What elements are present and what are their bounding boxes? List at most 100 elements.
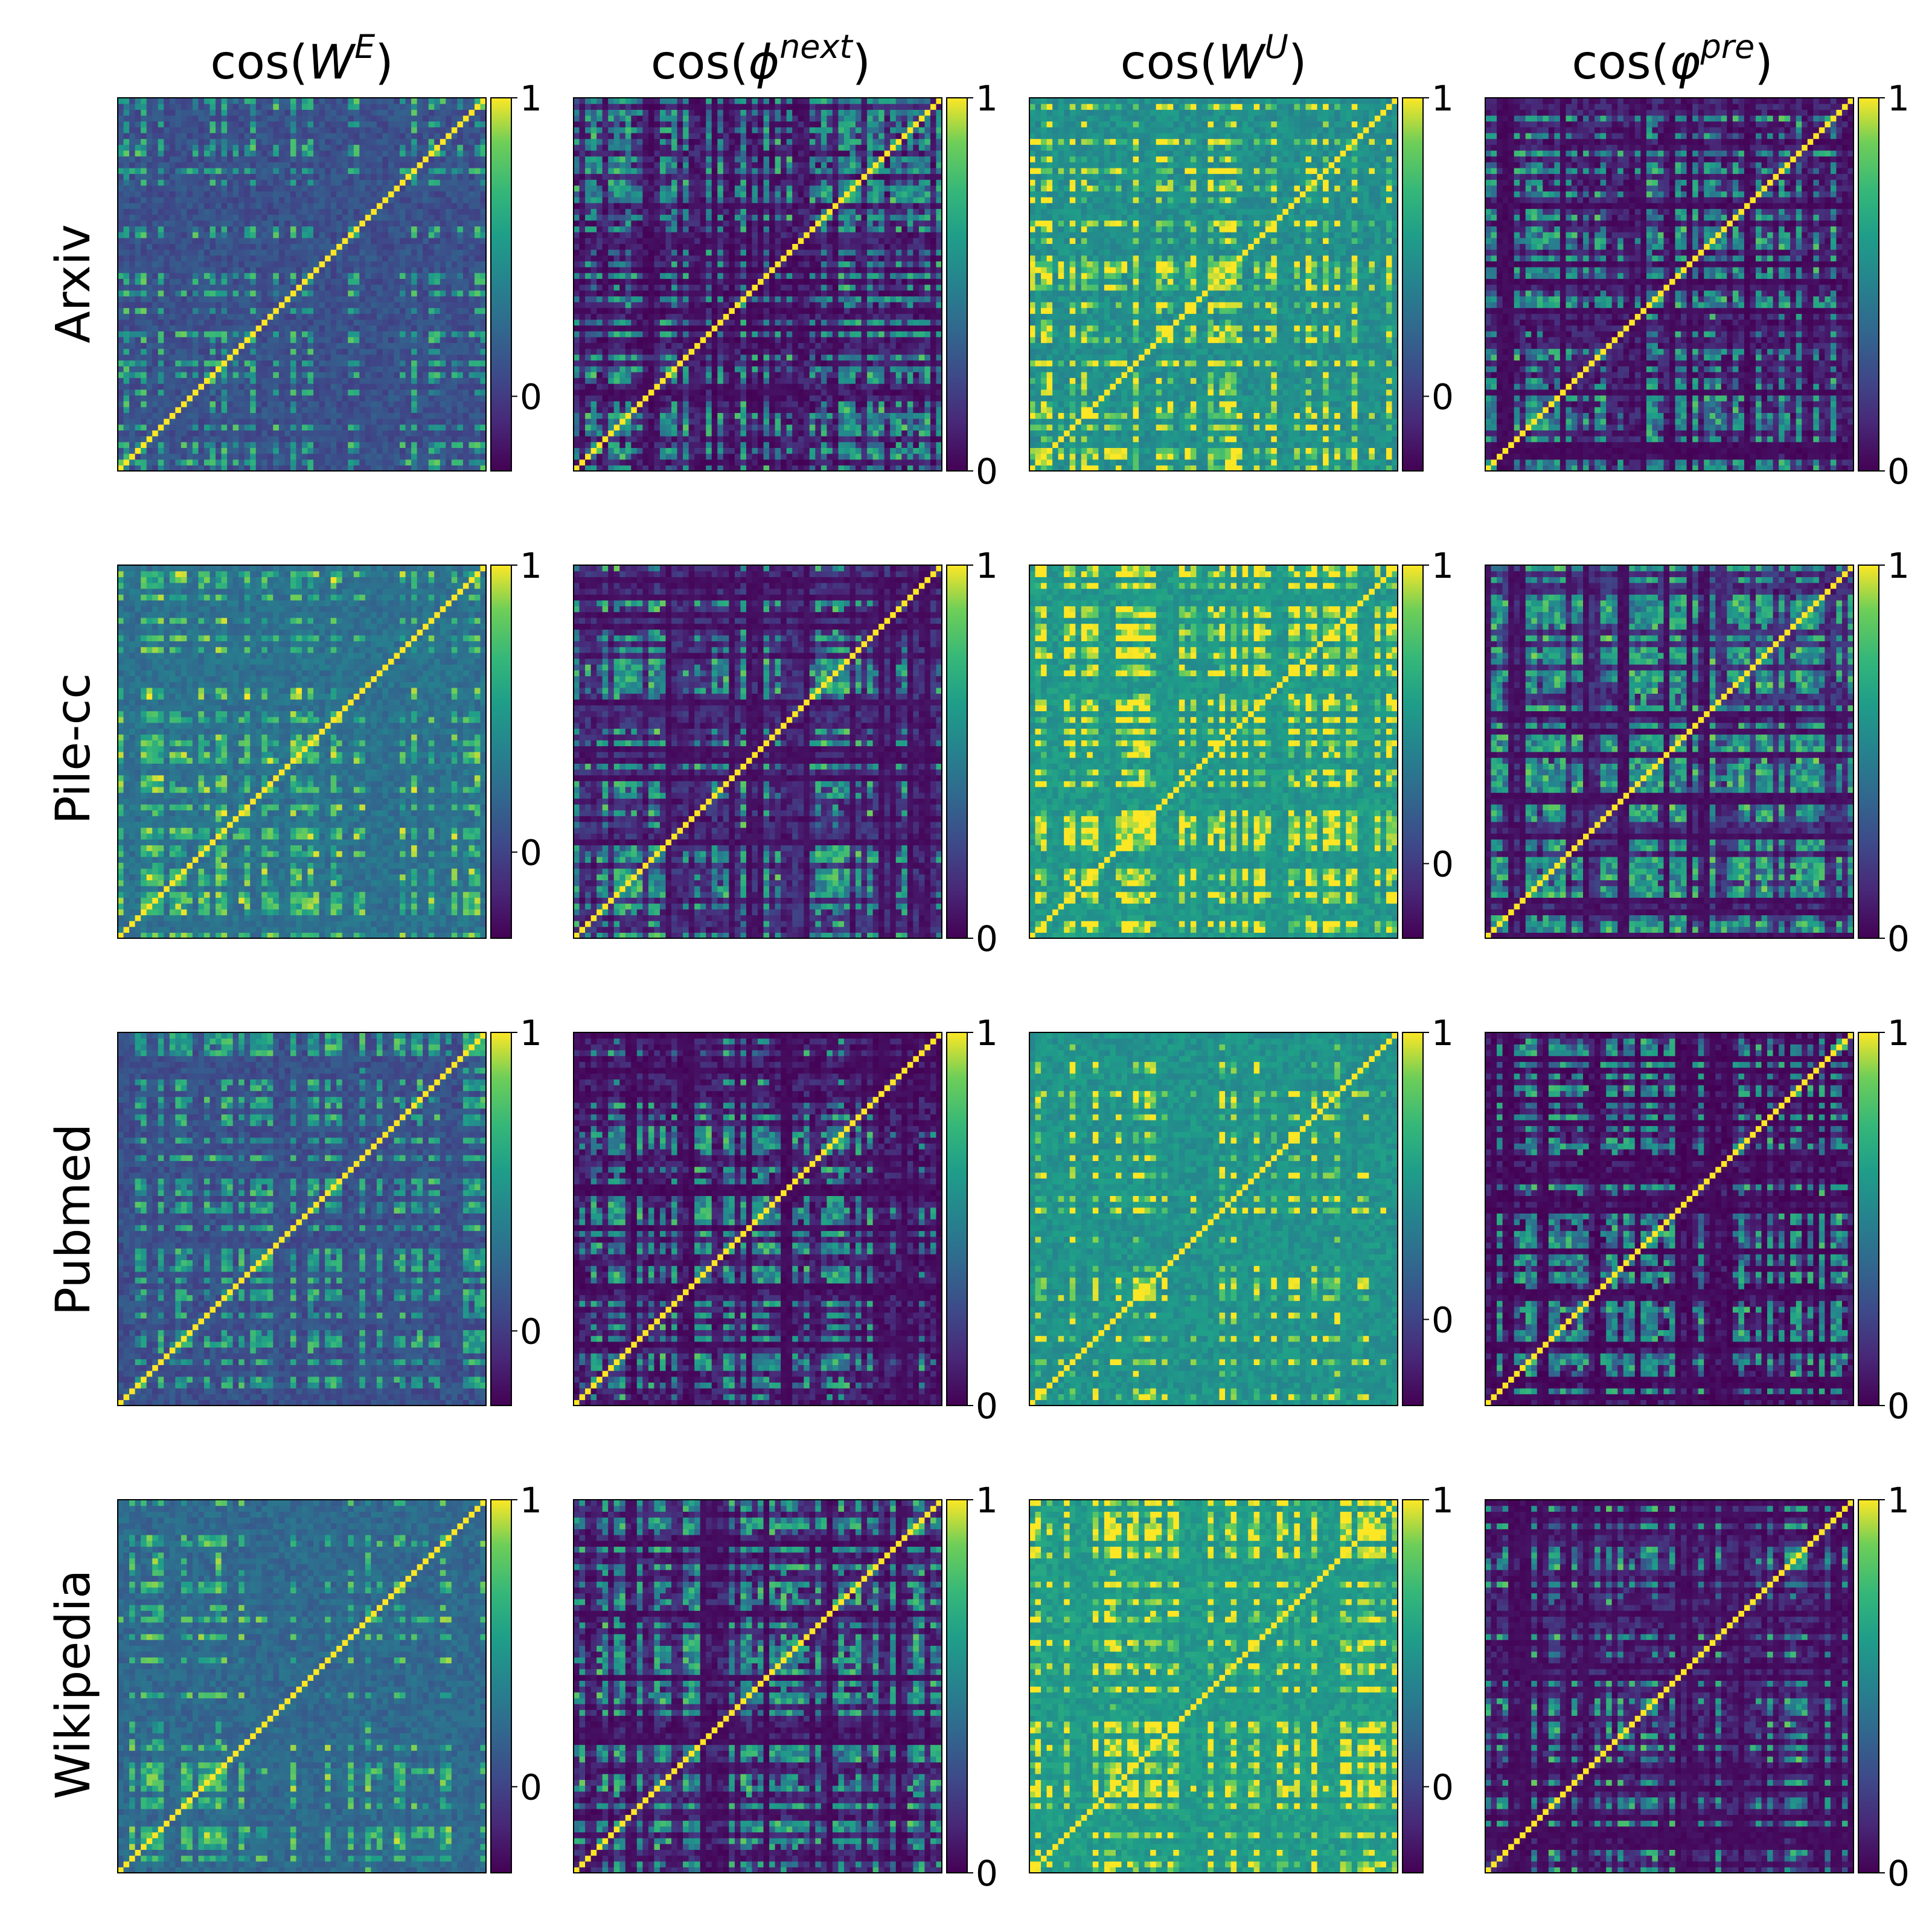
heatmap-cell xyxy=(452,442,458,448)
heatmap-cell xyxy=(411,459,417,465)
heatmap-cell xyxy=(457,436,463,442)
heatmap-cell xyxy=(193,430,199,436)
heatmap-cell xyxy=(423,453,429,459)
heatmap-cell xyxy=(210,459,216,465)
heatmap-cell xyxy=(313,442,319,448)
row-label: Wikipedia xyxy=(46,1570,101,1799)
heatmap-cell xyxy=(423,442,429,448)
heatmap-cell xyxy=(158,442,164,448)
heatmap-cell xyxy=(152,424,158,430)
heatmap-cell xyxy=(129,436,135,442)
heatmap-cell xyxy=(135,430,141,436)
heatmap-cell xyxy=(170,447,176,453)
heatmap-cell xyxy=(141,459,147,465)
heatmap-cell xyxy=(250,459,256,465)
heatmap-cell xyxy=(371,447,377,453)
heatmap-cell xyxy=(279,459,285,465)
heatmap-cell xyxy=(440,459,446,465)
heatmap-cell xyxy=(256,459,262,465)
heatmap-cell xyxy=(382,453,388,459)
heatmap-cell xyxy=(377,453,383,459)
heatmap-cell xyxy=(423,459,429,465)
heatmap-cell xyxy=(198,424,204,430)
heatmap-cell xyxy=(377,442,383,448)
heatmap-cell xyxy=(452,453,458,459)
heatmap-cell xyxy=(457,459,463,465)
heatmap-cell xyxy=(475,436,481,442)
heatmap-cell xyxy=(187,447,193,453)
heatmap-cell xyxy=(245,436,251,442)
heatmap-cell xyxy=(475,442,481,448)
heatmap-cell xyxy=(290,447,296,453)
heatmap-cell xyxy=(170,442,176,448)
heatmap-cell xyxy=(400,442,406,448)
heatmap-cell xyxy=(394,459,400,465)
heatmap-cell xyxy=(331,436,337,442)
heatmap-cell xyxy=(463,459,469,465)
heatmap-cell xyxy=(158,430,164,436)
heatmap-cell xyxy=(267,442,273,448)
heatmap-cell xyxy=(193,436,199,442)
heatmap-cell xyxy=(164,436,170,442)
heatmap-cell xyxy=(118,424,124,430)
heatmap-cell xyxy=(319,430,325,436)
heatmap-cell xyxy=(400,459,406,465)
heatmap-cell xyxy=(365,459,371,465)
heatmap-cell xyxy=(279,436,285,442)
heatmap-cell xyxy=(469,447,475,453)
heatmap-cell xyxy=(388,453,394,459)
heatmap-cell xyxy=(308,430,314,436)
heatmap-cell xyxy=(216,453,222,459)
heatmap-cell xyxy=(336,459,342,465)
heatmap-cell xyxy=(181,459,187,465)
column-title: cos(WE) xyxy=(210,28,393,90)
heatmap-cell xyxy=(175,442,181,448)
heatmap-cell xyxy=(319,436,325,442)
heatmap-cell xyxy=(147,453,153,459)
heatmap-cell xyxy=(457,453,463,459)
heatmap-cell xyxy=(256,447,262,453)
heatmap-cell xyxy=(423,447,429,453)
heatmap-cell xyxy=(141,453,147,459)
heatmap-cell xyxy=(457,447,463,453)
heatmap-cell xyxy=(129,453,135,459)
heatmap-cell xyxy=(187,453,193,459)
heatmap-cell xyxy=(210,453,216,459)
heatmap-cell xyxy=(371,453,377,459)
heatmap-cell xyxy=(216,430,222,436)
heatmap-cell xyxy=(446,442,452,448)
heatmap-cell xyxy=(319,459,325,465)
heatmap-cell xyxy=(124,459,130,465)
heatmap-cell xyxy=(141,436,147,442)
heatmap-cell xyxy=(342,447,348,453)
heatmap-cell xyxy=(319,442,325,448)
heatmap-cell xyxy=(308,442,314,448)
heatmap-cell xyxy=(382,447,388,453)
heatmap-cell xyxy=(377,459,383,465)
heatmap-cell xyxy=(388,442,394,448)
heatmap-cell xyxy=(365,442,371,448)
heatmap-cell xyxy=(118,430,124,436)
heatmap-cell xyxy=(313,447,319,453)
heatmap-cell xyxy=(158,459,164,465)
heatmap-cell xyxy=(135,436,141,442)
heatmap-cell xyxy=(434,442,440,448)
heatmap-cell xyxy=(336,436,342,442)
heatmap-cell xyxy=(284,447,290,453)
heatmap-cell xyxy=(238,430,245,436)
heatmap-cell xyxy=(290,430,296,436)
heatmap-cell xyxy=(475,459,481,465)
heatmap-cell xyxy=(336,453,342,459)
heatmap-cell xyxy=(135,453,141,459)
heatmap-cell xyxy=(233,442,239,448)
heatmap-cell xyxy=(302,436,308,442)
heatmap-cell xyxy=(261,442,267,448)
heatmap-cell xyxy=(193,459,199,465)
heatmap-cell xyxy=(469,442,475,448)
heatmap-cell xyxy=(331,430,337,436)
heatmap-cell xyxy=(227,436,233,442)
heatmap-cell xyxy=(290,442,296,448)
heatmap-cell xyxy=(175,447,181,453)
heatmap-cell xyxy=(170,430,176,436)
heatmap-cell xyxy=(198,430,204,436)
